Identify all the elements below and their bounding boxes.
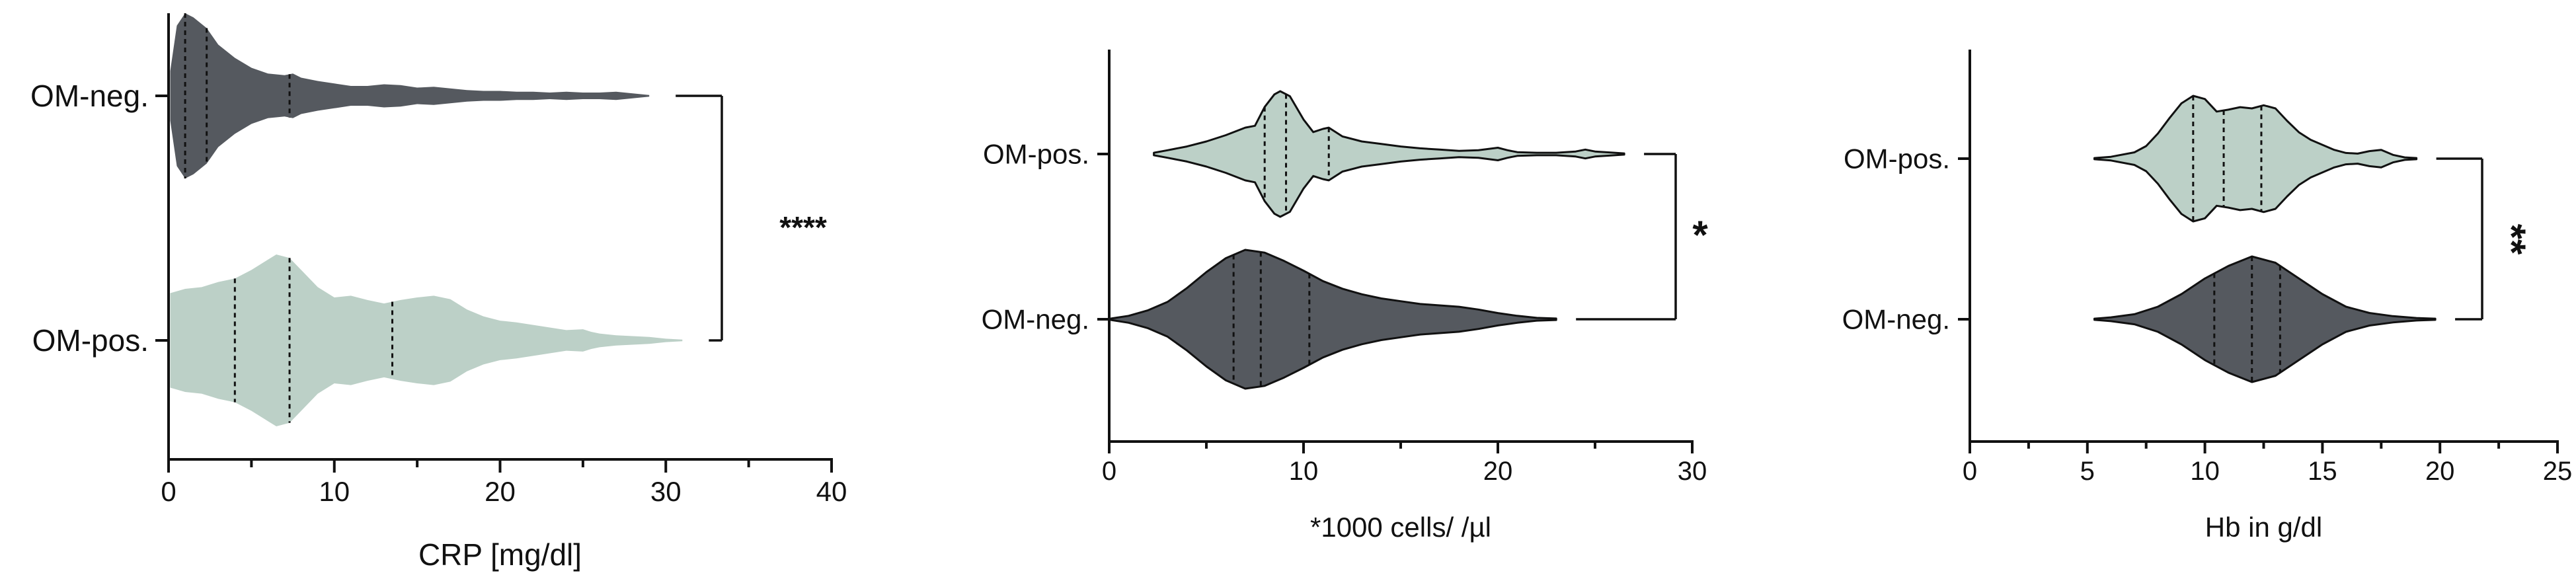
x-tick-label: 30 <box>1678 457 1707 486</box>
x-tick-label: 0 <box>161 476 176 507</box>
violin-om-pos <box>1153 90 1625 218</box>
significance-marker: **** <box>779 210 827 245</box>
x-tick-label: 10 <box>319 476 350 507</box>
x-tick-label: 20 <box>485 476 516 507</box>
significance-marker: * <box>1692 213 1708 257</box>
x-tick-label: 25 <box>2543 457 2573 486</box>
category-label: OM-pos. <box>1844 143 1950 174</box>
violin-om-neg <box>1110 249 1557 390</box>
x-tick-label: 10 <box>1289 457 1319 486</box>
violin-om-pos <box>170 254 683 426</box>
x-axis-label: *1000 cells/ /µl <box>1310 512 1491 543</box>
category-label: OM-pos. <box>983 139 1089 170</box>
category-label: OM-neg. <box>30 79 149 113</box>
x-tick-label: 0 <box>1102 457 1116 486</box>
x-tick-label: 10 <box>2190 457 2220 486</box>
x-tick-label: 15 <box>2308 457 2337 486</box>
panel-leukocytes: 0 10 20 30 *1000 cells/ /µl OM-pos. OM-neg. * <box>982 50 1708 543</box>
significance-marker: ** <box>2489 224 2534 255</box>
violin-om-neg <box>170 13 650 178</box>
panel-hemoglobin: 0 5 10 15 20 25 Hb in g/dl OM-pos. OM-neg. ** <box>1842 50 2573 543</box>
panel-crp: 0 10 20 30 40 CRP [mg/dl] OM-neg. OM-pos. **** <box>30 13 847 572</box>
x-tick-label: 30 <box>650 476 682 507</box>
x-tick-label: 40 <box>816 476 847 507</box>
x-axis-label: Hb in g/dl <box>2205 512 2322 543</box>
x-tick-label: 5 <box>2080 457 2095 486</box>
x-tick-label: 20 <box>2425 457 2455 486</box>
category-label: OM-neg. <box>1842 304 1950 335</box>
x-axis-label: CRP [mg/dl] <box>418 537 582 572</box>
category-label: OM-pos. <box>32 323 149 358</box>
violin-om-pos <box>2093 95 2418 223</box>
category-label: OM-neg. <box>982 304 1089 335</box>
violin-om-neg <box>2093 255 2437 383</box>
x-tick-label: 0 <box>1963 457 1977 486</box>
x-tick-label: 20 <box>1483 457 1513 486</box>
